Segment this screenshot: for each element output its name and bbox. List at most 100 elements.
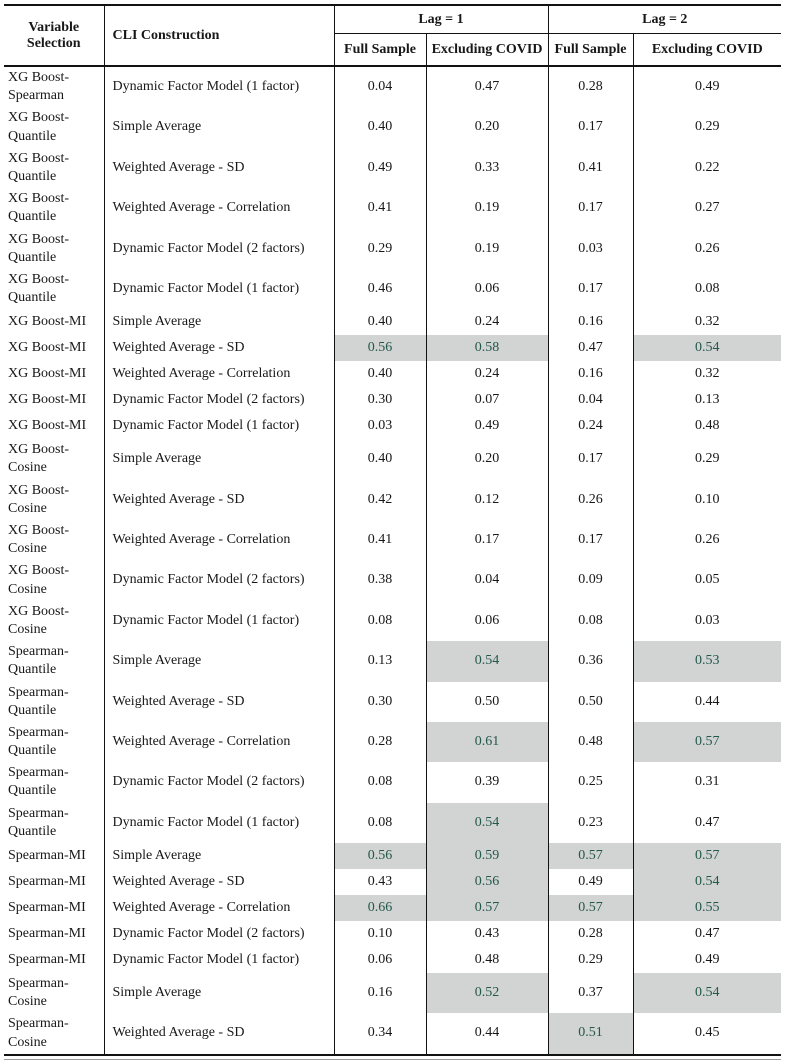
value-cell: 0.03	[333, 413, 426, 440]
cli-construction-cell: Simple Average	[103, 843, 334, 869]
value-cell: 0.24	[425, 309, 549, 336]
value-cell: 0.16	[547, 309, 634, 336]
value-cell: 0.31	[632, 762, 782, 803]
cli-construction-cell: Weighted Average - Correlation	[103, 520, 334, 561]
value-cell-highlighted: 0.56	[333, 335, 426, 362]
table-row: Spearman-Quantile Weighted Average - Corr…	[4, 721, 782, 763]
value-cell: 0.08	[333, 762, 426, 803]
variable-selection-cell: XG Boost-Cosine	[8, 442, 70, 476]
table-row: XG Boost-MI Weighted Average - SD 0.56 0.58…	[4, 335, 782, 362]
value-cell: 0.50	[547, 681, 634, 722]
value-cell: 0.17	[547, 268, 634, 310]
value-cell-highlighted: 0.54	[632, 869, 782, 895]
value-cell: 0.43	[425, 921, 549, 947]
variable-selection-cell: XG Boost-Quantile	[8, 191, 70, 225]
variable-selection-cell: XG Boost-MI	[8, 366, 87, 382]
variable-selection-cell: XG Boost-Cosine	[8, 563, 70, 597]
value-cell-highlighted: 0.56	[425, 869, 549, 895]
value-cell: 0.28	[333, 721, 426, 763]
cli-construction-cell: Weighted Average - SD	[103, 1013, 334, 1055]
variable-selection-cell: Spearman-MI	[8, 899, 86, 915]
cli-construction-cell: Dynamic Factor Model (1 factor)	[103, 600, 334, 642]
value-cell: 0.49	[632, 66, 782, 108]
variable-selection-cell: XG Boost-Quantile	[8, 150, 70, 184]
table-row: XG Boost-Cosine Weighted Average - Correl…	[4, 520, 782, 561]
value-cell-highlighted: 0.54	[425, 641, 549, 682]
value-cell: 0.23	[547, 802, 634, 843]
table-row: Spearman-Cosine Weighted Average - SD 0.34…	[4, 1013, 782, 1055]
cli-construction-cell: Dynamic Factor Model (1 factor)	[103, 947, 334, 973]
table-header: Variable Selection CLI Construction Lag …	[4, 5, 782, 66]
value-cell-highlighted: 0.51	[547, 1013, 634, 1055]
value-cell-highlighted: 0.52	[425, 973, 549, 1014]
cli-construction-cell: Simple Average	[103, 973, 334, 1014]
value-cell: 0.26	[632, 228, 782, 269]
value-cell: 0.32	[632, 309, 782, 336]
table-row: XG Boost-MI Weighted Average - Correlatio…	[4, 361, 782, 388]
value-cell: 0.33	[425, 147, 549, 189]
table-row: Spearman-Quantile Simple Average 0.13 0.54 0…	[4, 641, 782, 682]
value-cell: 0.48	[425, 947, 549, 973]
cli-construction-cell: Weighted Average - SD	[103, 681, 334, 722]
value-cell-highlighted: 0.57	[425, 895, 549, 921]
results-table: Variable Selection CLI Construction Lag …	[4, 4, 782, 1056]
value-cell: 0.04	[425, 560, 549, 601]
header-lag-2: Lag = 2	[547, 5, 782, 34]
cli-construction-cell: Dynamic Factor Model (1 factor)	[103, 66, 334, 108]
value-cell: 0.48	[632, 413, 782, 440]
variable-selection-cell: Spearman-MI	[8, 925, 86, 941]
value-cell: 0.28	[547, 921, 634, 947]
value-cell: 0.47	[425, 66, 549, 108]
cli-construction-cell: Weighted Average - Correlation	[103, 895, 334, 921]
cli-construction-cell: Dynamic Factor Model (1 factor)	[103, 268, 334, 310]
value-cell: 0.28	[547, 66, 634, 108]
value-cell: 0.40	[333, 439, 426, 480]
value-cell: 0.26	[547, 479, 634, 520]
value-cell: 0.45	[632, 1013, 782, 1055]
variable-selection-cell: Spearman-Quantile	[8, 724, 69, 759]
value-cell: 0.36	[547, 641, 634, 682]
value-cell: 0.04	[333, 66, 426, 108]
table-row: Spearman-MI Weighted Average - Correlatio…	[4, 895, 782, 921]
value-cell: 0.40	[333, 309, 426, 336]
value-cell: 0.08	[547, 600, 634, 642]
cli-construction-cell: Dynamic Factor Model (2 factors)	[103, 228, 334, 269]
value-cell: 0.29	[333, 228, 426, 269]
table-row: XG Boost-MI Simple Average 0.40 0.24 0.16 0.3…	[4, 309, 782, 336]
cli-construction-cell: Dynamic Factor Model (2 factors)	[103, 762, 334, 803]
cli-construction-cell: Dynamic Factor Model (2 factors)	[103, 921, 334, 947]
table-row: Spearman-Quantile Dynamic Factor Model (2…	[4, 762, 782, 803]
table-row: XG Boost-Cosine Dynamic Factor Model (2 f…	[4, 560, 782, 601]
value-cell-highlighted: 0.54	[425, 802, 549, 843]
value-cell: 0.29	[632, 439, 782, 480]
header-full-sample-lag1: Full Sample	[333, 33, 426, 66]
table-row: Spearman-MI Dynamic Factor Model (1 facto…	[4, 947, 782, 973]
value-cell: 0.10	[632, 479, 782, 520]
value-cell: 0.30	[333, 681, 426, 722]
value-cell: 0.49	[547, 869, 634, 895]
cli-construction-cell: Dynamic Factor Model (1 factor)	[103, 802, 334, 843]
value-cell: 0.07	[425, 387, 549, 414]
value-cell: 0.24	[425, 361, 549, 388]
value-cell: 0.08	[333, 600, 426, 642]
value-cell-highlighted: 0.61	[425, 721, 549, 763]
value-cell: 0.38	[333, 560, 426, 601]
variable-selection-cell: Spearman-Quantile	[8, 684, 69, 718]
cli-construction-cell: Dynamic Factor Model (2 factors)	[103, 560, 334, 601]
value-cell: 0.37	[547, 973, 634, 1014]
value-cell: 0.29	[547, 947, 634, 973]
value-cell: 0.17	[547, 107, 634, 148]
table-row: XG Boost-Cosine Weighted Average - SD 0.42…	[4, 479, 782, 520]
value-cell-highlighted: 0.54	[632, 973, 782, 1014]
value-cell: 0.48	[547, 721, 634, 763]
value-cell: 0.47	[547, 335, 634, 362]
value-cell-highlighted: 0.53	[632, 641, 782, 682]
value-cell: 0.41	[333, 520, 426, 561]
value-cell: 0.49	[632, 947, 782, 973]
header-row-top: Variable Selection CLI Construction Lag …	[4, 5, 782, 66]
table-row: XG Boost-MI Dynamic Factor Model (2 facto…	[4, 387, 782, 414]
value-cell: 0.08	[333, 802, 426, 843]
variable-selection-cell: Spearman-Quantile	[8, 805, 69, 839]
value-cell: 0.43	[333, 869, 426, 895]
